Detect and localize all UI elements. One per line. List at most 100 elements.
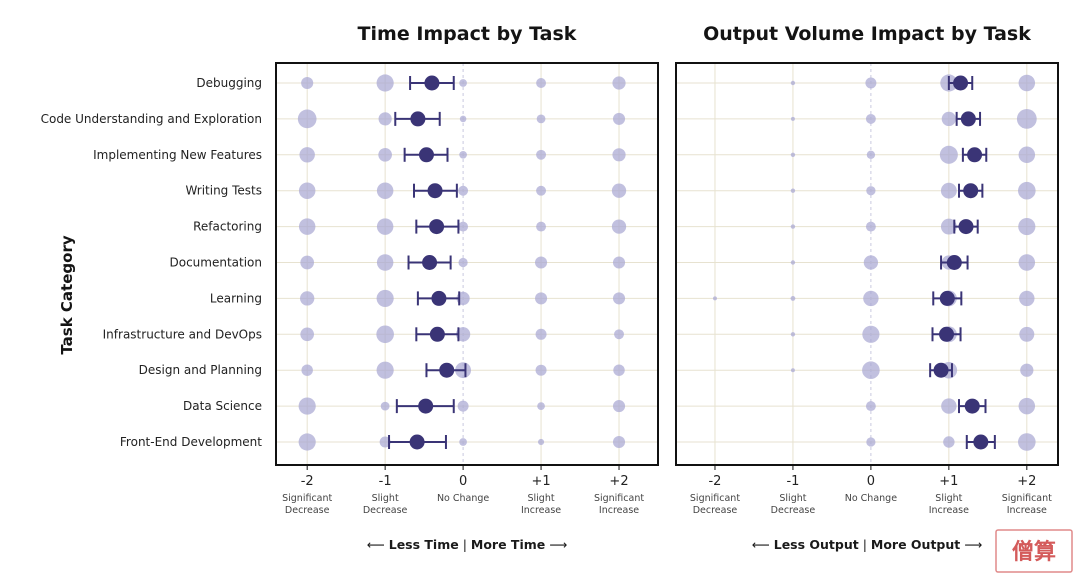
distribution-bubble bbox=[376, 289, 394, 307]
category-label: Design and Planning bbox=[139, 363, 262, 377]
tick-sublabel: Significant bbox=[1002, 493, 1052, 504]
x-axis-direction-label: ⟵ Less Time | More Time ⟶ bbox=[367, 537, 567, 552]
distribution-bubble bbox=[790, 260, 796, 265]
tick-label: -1 bbox=[379, 474, 392, 489]
distribution-bubble bbox=[1018, 146, 1036, 164]
distribution-bubble bbox=[536, 114, 546, 124]
mean-point bbox=[939, 290, 955, 306]
mean-point bbox=[960, 111, 976, 127]
distribution-bubble bbox=[301, 76, 314, 90]
distribution-bubble bbox=[790, 368, 795, 373]
arrow-left-icon: ⟵ bbox=[752, 537, 774, 552]
distribution-bubble bbox=[298, 397, 316, 415]
tick-sublabel: Decrease bbox=[285, 505, 330, 516]
tick-sublabel: Slight bbox=[372, 493, 399, 504]
distribution-bubble bbox=[1019, 290, 1035, 307]
distribution-bubble bbox=[535, 292, 548, 305]
mean-point bbox=[424, 75, 440, 91]
distribution-bubble bbox=[378, 112, 392, 126]
distribution-bubble bbox=[535, 364, 547, 376]
arrow-left-icon: ⟵ bbox=[367, 537, 389, 552]
distribution-bubble bbox=[862, 325, 880, 343]
arrow-right-icon: ⟶ bbox=[960, 537, 982, 552]
distribution-bubble bbox=[1016, 109, 1037, 129]
distribution-bubble bbox=[790, 332, 796, 337]
distribution-bubble bbox=[612, 112, 626, 125]
distribution-bubble bbox=[536, 221, 547, 232]
distribution-bubble bbox=[298, 182, 316, 199]
tick-label: 0 bbox=[459, 474, 467, 489]
distribution-bubble bbox=[866, 150, 876, 159]
tick-sublabel: Decrease bbox=[771, 505, 816, 516]
distribution-bubble bbox=[612, 76, 626, 90]
distribution-bubble bbox=[614, 329, 624, 340]
category-label: Debugging bbox=[196, 76, 262, 90]
distribution-bubble bbox=[298, 218, 316, 235]
arrow-right-icon: ⟶ bbox=[545, 537, 567, 552]
distribution-bubble bbox=[459, 79, 467, 87]
tick-label: +1 bbox=[531, 474, 550, 489]
mean-point bbox=[429, 219, 445, 235]
distribution-bubble bbox=[790, 295, 796, 301]
distribution-bubble bbox=[459, 150, 467, 159]
distribution-bubble bbox=[863, 255, 879, 270]
plot-frame bbox=[675, 62, 1059, 466]
y-axis-label: Task Category bbox=[58, 235, 76, 354]
mean-point bbox=[939, 326, 955, 342]
mean-point bbox=[973, 434, 989, 450]
distribution-bubble bbox=[865, 401, 876, 412]
mean-point bbox=[967, 147, 983, 163]
x-axis-separator: | bbox=[459, 537, 471, 552]
mean-point bbox=[410, 111, 426, 127]
mean-point bbox=[427, 183, 443, 199]
distribution-bubble bbox=[300, 255, 315, 270]
mean-point bbox=[958, 219, 974, 235]
category-label: Implementing New Features bbox=[93, 148, 262, 162]
chart-title: Output Volume Impact by Task bbox=[703, 23, 1031, 45]
distribution-bubble bbox=[790, 224, 796, 229]
distribution-bubble bbox=[380, 401, 390, 411]
tick-label: -2 bbox=[708, 474, 721, 489]
category-label: Data Science bbox=[183, 399, 262, 413]
mean-point bbox=[963, 183, 979, 199]
distribution-bubble bbox=[863, 290, 879, 307]
mean-point bbox=[946, 255, 962, 270]
tick-label: -1 bbox=[786, 474, 799, 489]
x-axis-left-label: Less Output bbox=[774, 537, 859, 552]
distribution-bubble bbox=[458, 185, 469, 196]
distribution-bubble bbox=[862, 361, 880, 380]
distribution-bubble bbox=[458, 221, 469, 232]
distribution-bubble bbox=[301, 364, 313, 376]
distribution-bubble bbox=[611, 183, 627, 198]
tick-label: +1 bbox=[939, 474, 958, 489]
distribution-bubble bbox=[535, 328, 547, 340]
distribution-bubble bbox=[300, 291, 315, 306]
distribution-bubble bbox=[612, 435, 626, 449]
plot-frame bbox=[275, 62, 659, 466]
tick-sublabel: Decrease bbox=[363, 505, 408, 516]
distribution-bubble bbox=[941, 398, 957, 414]
tick-sublabel: No Change bbox=[437, 493, 489, 504]
category-label: Front-End Development bbox=[120, 435, 262, 449]
distribution-bubble bbox=[1018, 254, 1036, 271]
distribution-bubble bbox=[379, 436, 391, 448]
category-label: Learning bbox=[210, 291, 262, 305]
mean-point bbox=[439, 362, 455, 378]
x-axis-right-label: More Output bbox=[871, 537, 960, 552]
distribution-bubble bbox=[940, 182, 957, 199]
category-label: Refactoring bbox=[193, 220, 262, 234]
mean-point bbox=[418, 147, 434, 163]
distribution-bubble bbox=[376, 325, 394, 344]
distribution-bubble bbox=[940, 218, 957, 235]
tick-label: 0 bbox=[867, 474, 875, 489]
distribution-bubble bbox=[866, 186, 876, 196]
distribution-bubble bbox=[1019, 326, 1035, 342]
distribution-bubble bbox=[537, 402, 545, 410]
watermark: 僧算 bbox=[995, 529, 1073, 573]
tick-sublabel: Significant bbox=[282, 493, 332, 504]
category-label: Infrastructure and DevOps bbox=[103, 327, 262, 341]
distribution-bubble bbox=[376, 361, 394, 379]
distribution-bubble bbox=[1018, 74, 1036, 92]
x-axis-direction-label: ⟵ Less Output | More Output ⟶ bbox=[752, 537, 982, 552]
